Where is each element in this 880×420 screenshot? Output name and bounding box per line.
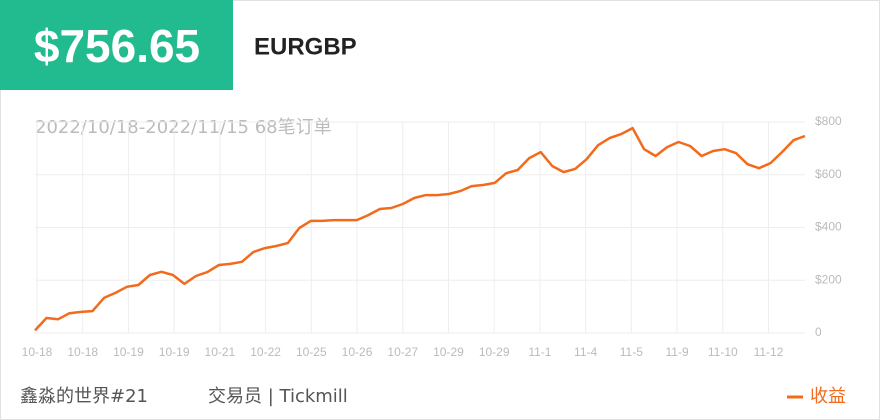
x-tick-label: 11-10 — [708, 345, 738, 359]
x-tick-label: 11-4 — [574, 345, 597, 359]
x-tick-label: 10-19 — [159, 345, 190, 359]
x-tick-label: 10-29 — [433, 345, 464, 359]
symbol: EURGBP — [254, 33, 357, 60]
role: 交易员 | Tickmill — [208, 386, 348, 407]
subtitle: 2022/10/18-2022/11/15 68笔订单 — [35, 117, 332, 138]
y-tick-label: $200 — [815, 272, 842, 286]
x-tick-label: 11-12 — [754, 345, 784, 359]
x-tick-label: 10-18 — [22, 345, 53, 359]
x-tick-label: 10-21 — [205, 345, 236, 359]
x-tick-label: 10-19 — [113, 345, 144, 359]
legend-label: 收益 — [810, 386, 846, 407]
x-tick-label: 10-29 — [479, 345, 510, 359]
x-tick-label: 11-9 — [665, 345, 688, 359]
amount-box — [0, 0, 233, 90]
x-tick-label: 11-5 — [620, 345, 643, 359]
author: 鑫淼的世界#21 — [20, 386, 148, 407]
line-series — [34, 126, 806, 332]
y-tick-label: $400 — [815, 220, 842, 234]
x-tick-label: 10-22 — [250, 345, 281, 359]
y-tick-label: $600 — [815, 167, 842, 181]
x-tick-label: 11-1 — [528, 345, 551, 359]
x-tick-label: 10-26 — [342, 345, 373, 359]
y-tick-label: $800 — [815, 114, 842, 128]
x-tick-label: 10-18 — [67, 345, 98, 359]
amount: $756.65 — [34, 20, 200, 72]
x-tick-label: 10-25 — [296, 345, 327, 359]
x-tick-label: 10-27 — [387, 345, 418, 359]
y-tick-label: 0 — [815, 325, 822, 339]
